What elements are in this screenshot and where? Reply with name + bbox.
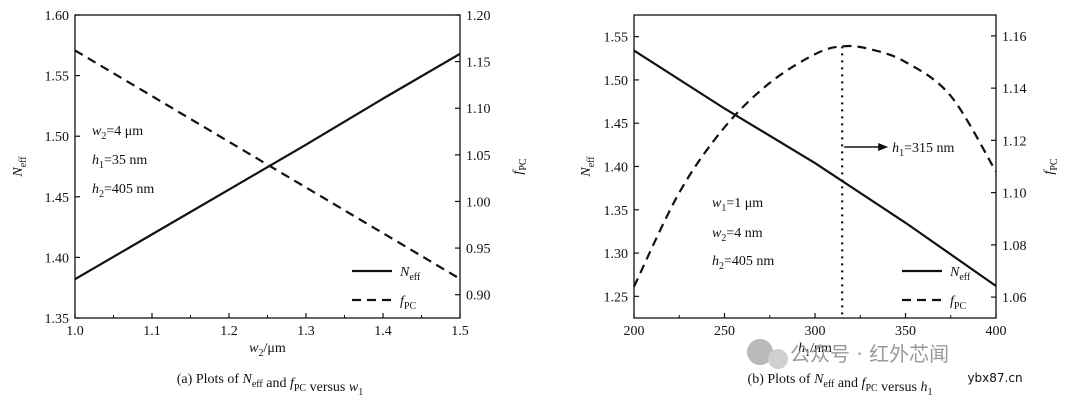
wechat-icon-small [768,349,788,369]
y-right-tick-label: 1.14 [1002,82,1027,97]
y-left-axis-label: Neff [11,156,29,178]
y-right-tick-label: 1.16 [1002,30,1027,45]
y-left-tick-label: 1.45 [604,117,629,132]
chart-a: 1.0 1.1 1.2 1.3 1.4 1.5 1.35 1.40 1.45 1.50 1.55 1.… [11,9,529,398]
y-left-tick-label: 1.40 [45,251,70,266]
y-right-tick-label: 1.08 [1002,239,1027,254]
y-left-tick-label: 1.40 [604,161,629,176]
y-right-axis-label: fPC [511,158,529,174]
watermark: 公众号 · 红外芯闻 ybx87.cn [747,339,1023,385]
legend-label-fpc: fPC [400,294,416,312]
chart-b: 200 250 300 350 400 1.25 1.30 1.35 1.40 1.45 1.50 1… [579,14,1060,398]
y-right-tick-label: 1.06 [1002,291,1027,306]
series-line-neff [633,49,997,287]
x-tick-label: 350 [895,324,916,339]
y-right-tick-label: 1.10 [1002,187,1027,202]
y-left-tick-label: 1.35 [45,312,70,327]
y-left-tick-label: 1.55 [604,31,629,46]
series-line-fpc [74,49,461,280]
figure-caption: (a) Plots of Neff and fPC versus w1 [177,372,363,398]
condition-annotation: h2=405 nm [92,182,154,200]
legend-label-fpc: fPC [950,294,966,312]
y-right-tick-label: 1.20 [466,9,491,24]
y-left-tick-label: 1.45 [45,191,70,206]
legend-label-neff: Neff [399,265,421,283]
condition-annotation: w2=4 μm [92,124,143,142]
x-tick-label: 1.2 [220,324,238,339]
condition-annotation: w1=1 μm [712,196,763,214]
y-left-tick-label: 1.25 [604,290,629,305]
marker-label: h1=315 nm [892,141,954,159]
x-tick-label: 1.0 [66,324,84,339]
y-right-tick-label: 0.95 [466,242,491,257]
y-left-tick-label: 1.35 [604,204,629,219]
x-tick-label: 1.3 [297,324,315,339]
wechat-icon [747,339,773,365]
x-tick-label: 1.1 [143,324,161,339]
x-tick-label: 400 [986,324,1007,339]
condition-annotation: h2=405 nm [712,254,774,272]
y-right-tick-label: 1.00 [466,195,491,210]
y-right-axis-label: fPC [1042,158,1060,174]
condition-annotation: w2=4 nm [712,226,763,244]
y-right-tick-label: 1.05 [466,149,491,164]
x-tick-label: 1.5 [451,324,469,339]
y-left-tick-label: 1.50 [604,74,629,89]
figure-caption: (b) Plots of Neff and fPC versus h1 [748,372,933,398]
x-axis-label: h1/nm [798,341,832,359]
y-left-tick-label: 1.60 [45,9,70,24]
y-right-tick-label: 1.15 [466,56,491,71]
y-right-tick-label: 0.90 [466,289,491,304]
x-axis-label: w2/μm [249,341,286,359]
series-line-neff [74,52,461,281]
x-tick-label: 200 [624,324,645,339]
y-right-tick-label: 1.10 [466,102,491,117]
x-tick-label: 1.4 [374,324,392,339]
y-left-tick-label: 1.50 [45,130,70,145]
x-tick-label: 250 [714,324,735,339]
condition-annotation: h1=35 nm [92,153,147,171]
watermark-site: ybx87.cn [967,371,1022,385]
x-tick-label: 300 [805,324,826,339]
marker-arrow-head [878,143,889,151]
y-left-tick-label: 1.55 [45,70,70,85]
y-left-axis-label: Neff [579,156,597,178]
y-right-tick-label: 1.12 [1002,134,1027,149]
series-line-fpc [633,44,997,288]
plot-frame [633,14,997,319]
y-left-tick-label: 1.30 [604,247,629,262]
legend-label-neff: Neff [949,265,971,283]
watermark-brand: 公众号 · 红外芯闻 [790,342,949,366]
